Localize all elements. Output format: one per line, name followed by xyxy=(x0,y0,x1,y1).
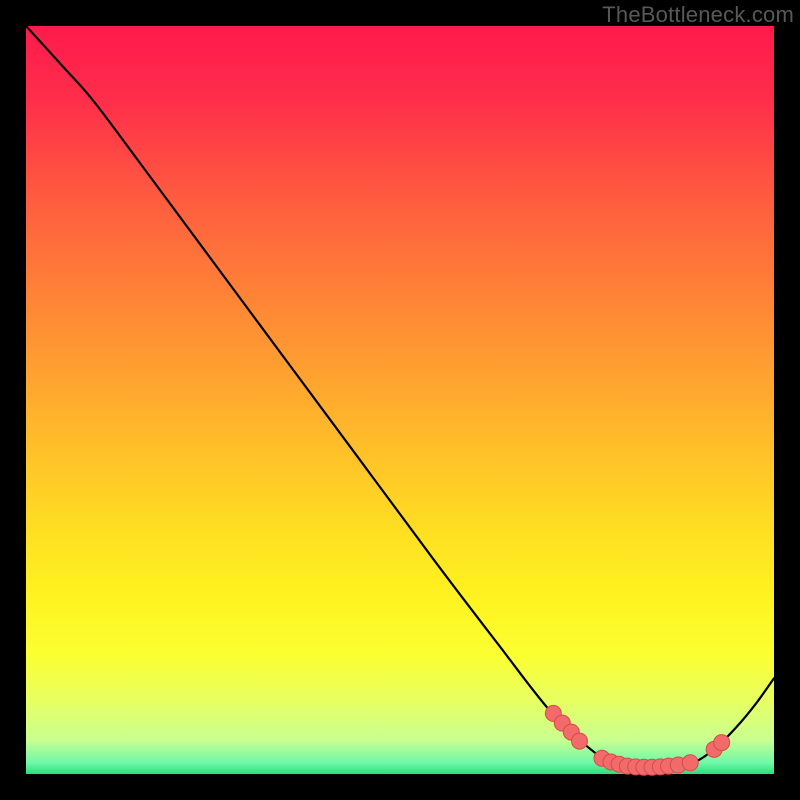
curve-marker xyxy=(714,735,730,751)
watermark-text: TheBottleneck.com xyxy=(602,2,794,28)
gradient-plot-area xyxy=(26,26,774,774)
curve-marker xyxy=(572,733,588,749)
curve-marker xyxy=(682,755,698,771)
chart-container: TheBottleneck.com xyxy=(0,0,800,800)
bottleneck-chart xyxy=(0,0,800,800)
